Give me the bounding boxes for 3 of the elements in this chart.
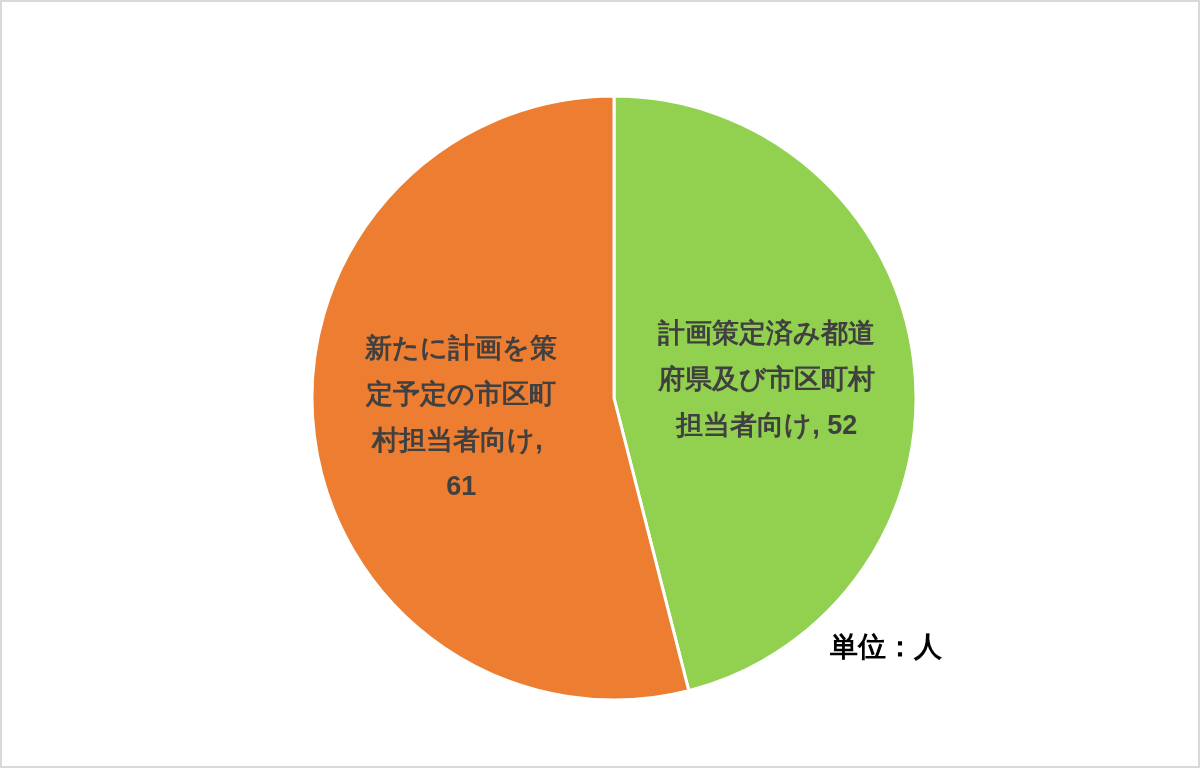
text: 単位：人 xyxy=(829,630,943,662)
slice-label: 計画策定済み都道府県及び市区町村担当者向け, 52 xyxy=(657,317,876,440)
slice-label: 新たに計画を策定予定の市区町村担当者向け, 61 xyxy=(364,333,558,502)
